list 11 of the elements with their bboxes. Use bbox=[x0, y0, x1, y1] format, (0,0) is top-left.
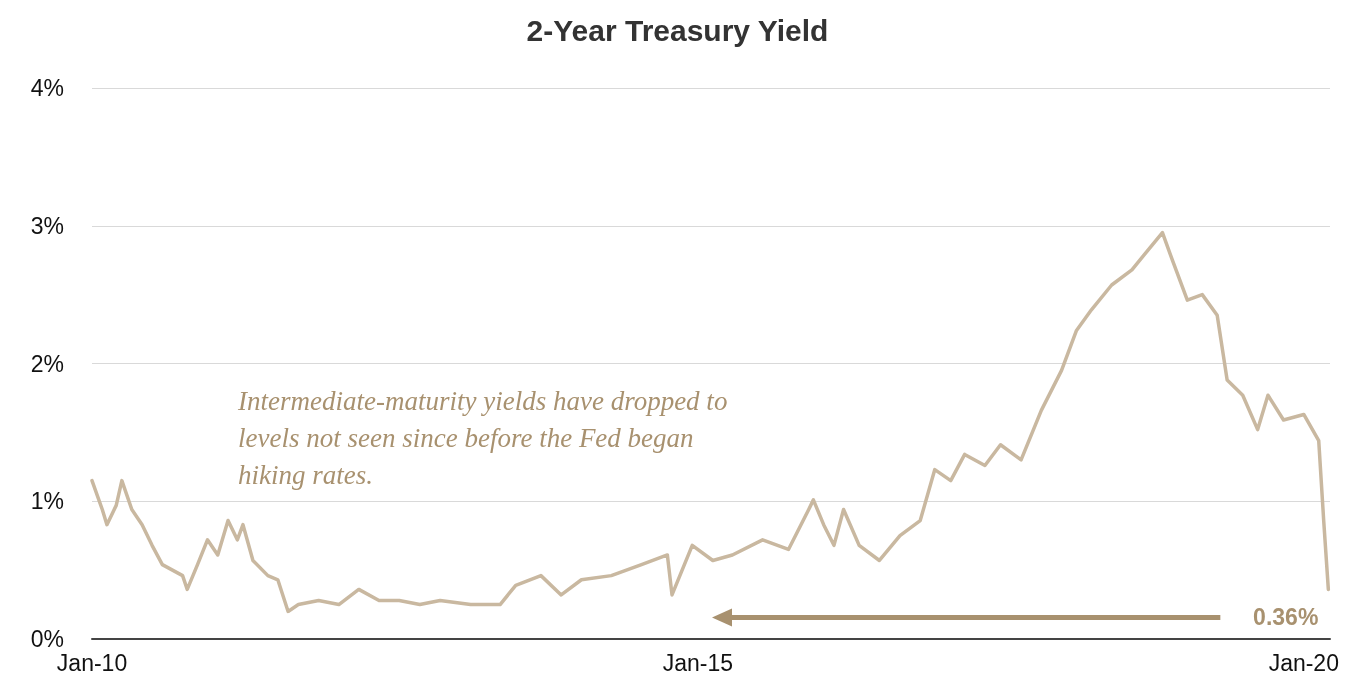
chart-title: 2-Year Treasury Yield bbox=[526, 13, 829, 47]
y-tick-label: 1% bbox=[30, 488, 64, 515]
y-tick-label: 4% bbox=[30, 75, 64, 101]
y-tick-label: 0% bbox=[30, 626, 64, 652]
x-tick-label: Jan-10 bbox=[56, 649, 128, 676]
x-tick-label: Jan-20 bbox=[1268, 649, 1339, 676]
y-tick-label: 3% bbox=[30, 212, 64, 239]
x-tick-label: Jan-15 bbox=[662, 649, 734, 676]
annotation: 0.36% bbox=[1253, 604, 1319, 631]
y-tick-label: 2% bbox=[30, 350, 64, 377]
annotation: Intermediate-maturity yields have dropped to levels not seen since before the Fed began hiking rates. bbox=[237, 385, 735, 490]
